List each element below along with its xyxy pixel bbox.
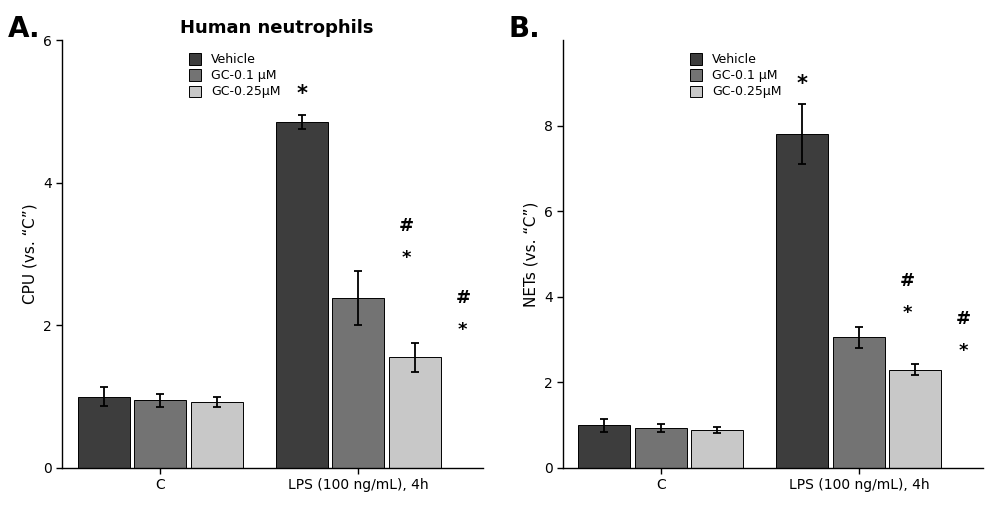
Bar [78, 397, 130, 468]
Text: *: * [458, 321, 468, 339]
Text: *: * [959, 342, 968, 360]
Text: *: * [902, 304, 912, 323]
Text: *: * [296, 84, 307, 104]
Bar [191, 402, 243, 468]
Text: B.: B. [509, 15, 540, 43]
Bar [833, 337, 885, 468]
Legend: Vehicle, GC-0.1 μM, GC-0.25μM: Vehicle, GC-0.1 μM, GC-0.25μM [687, 51, 784, 101]
Text: #: # [899, 272, 915, 291]
Legend: Vehicle, GC-0.1 μM, GC-0.25μM: Vehicle, GC-0.1 μM, GC-0.25μM [186, 51, 283, 101]
Bar [276, 122, 328, 468]
Bar [889, 370, 941, 468]
Text: *: * [402, 249, 411, 267]
Bar [389, 357, 441, 468]
Y-axis label: NETs (vs. “C”): NETs (vs. “C”) [523, 202, 538, 307]
Bar [691, 430, 743, 468]
Bar [332, 298, 384, 468]
Text: A.: A. [8, 15, 40, 43]
Y-axis label: CPU (vs. “C”): CPU (vs. “C”) [23, 204, 38, 304]
Bar [776, 134, 828, 468]
Text: #: # [399, 217, 414, 235]
Bar [635, 428, 687, 468]
Text: #: # [956, 309, 971, 328]
Text: *: * [797, 74, 808, 94]
Bar [578, 425, 630, 468]
Text: #: # [455, 289, 470, 307]
Text: Human neutrophils: Human neutrophils [180, 19, 374, 37]
Bar [134, 400, 186, 468]
